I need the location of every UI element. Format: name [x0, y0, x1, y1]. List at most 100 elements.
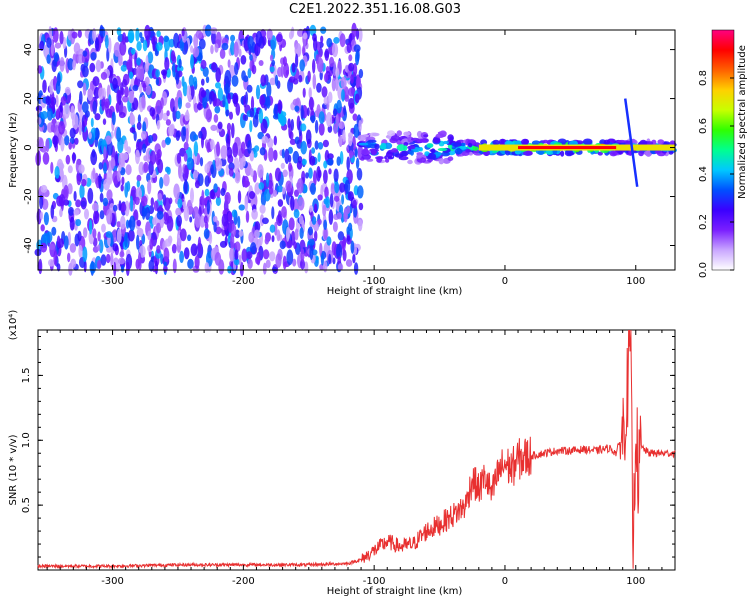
spectrogram-noise-cell: [204, 188, 210, 197]
spectrogram-tone-cell: [372, 132, 380, 137]
spectrogram-noise-cell: [77, 29, 82, 38]
spectrogram-noise-cell: [348, 54, 353, 62]
spectrogram-tone-cell: [465, 149, 471, 153]
spectrogram-noise-cell: [352, 254, 356, 264]
spectrogram-tone-cell: [416, 138, 427, 143]
spectrogram-noise-cell: [181, 28, 185, 37]
spectrogram-noise-cell: [266, 82, 272, 99]
spectrogram-noise-cell: [49, 81, 54, 95]
spectrogram-noise-cell: [316, 82, 322, 93]
spectrogram-noise-cell: [324, 149, 330, 163]
spectrogram-noise-cell: [228, 167, 234, 177]
spectrogram-noise-cell: [203, 228, 210, 240]
spectrogram-noise-cell: [348, 62, 355, 72]
spectrogram-noise-cell: [234, 258, 240, 266]
spectrogram-tone-cell: [370, 149, 378, 156]
spectrogram-noise-cell: [271, 235, 275, 243]
spectrogram-noise-cell: [183, 141, 189, 151]
spectrogram-noise-cell: [59, 57, 65, 72]
spectrogram-noise-cell: [127, 28, 135, 44]
spectrogram-noise-cell: [114, 261, 121, 272]
spectrogram-noise-cell: [104, 34, 109, 49]
spectrogram-noise-cell: [124, 200, 130, 217]
snr-x-tick-label: 0: [502, 576, 508, 587]
spectrogram-noise-cell: [190, 45, 194, 53]
spectrogram-noise-cell: [269, 186, 274, 195]
spectrogram-noise-cell: [193, 169, 199, 179]
spectrogram-noise-cell: [206, 199, 210, 215]
spectrogram-noise-cell: [254, 221, 261, 233]
spectrogram-noise-cell: [243, 75, 249, 83]
spectrogram-noise-cell: [343, 105, 347, 116]
spectrogram-noise-cell: [310, 115, 316, 122]
colorbar-tick-label: 0.0: [698, 262, 709, 278]
spectrogram-noise-cell: [327, 153, 334, 160]
spectrogram-noise-cell: [279, 240, 286, 250]
spectrogram-noise-cell: [268, 146, 274, 163]
spectrogram-noise-cell: [170, 50, 176, 62]
spectrogram-noise-cell: [299, 227, 304, 240]
spectrogram-noise-cell: [102, 197, 109, 207]
spectrogram-noise-cell: [136, 57, 142, 66]
spectrogram-noise-cell: [292, 150, 300, 164]
spectrogram-noise-cell: [64, 86, 71, 96]
spectrogram-tone-cell: [442, 140, 449, 145]
spectrogram-noise-cell: [233, 41, 239, 58]
spectrogram-noise-cell: [138, 65, 145, 81]
spectrogram-noise-cell: [190, 243, 198, 257]
spectrogram-noise-cell: [116, 228, 122, 244]
spectrogram-noise-cell: [175, 70, 180, 85]
spectrogram-noise-cell: [231, 122, 235, 139]
spectrogram-noise-cell: [134, 196, 140, 206]
spectrogram-noise-cell: [105, 253, 111, 264]
spectrogram-noise-cell: [112, 204, 118, 212]
snr-y-tick-label: 1.0: [21, 432, 32, 448]
spectrogram-noise-cell: [97, 231, 101, 242]
spectrogram-noise-cell: [291, 62, 296, 73]
spectrogram-noise-cell: [67, 165, 73, 174]
spectrogram-noise-cell: [358, 68, 364, 79]
spectrogram-noise-cell: [258, 60, 264, 66]
spectrogram-noise-cell: [333, 123, 338, 135]
spectrogram-noise-cell: [136, 234, 140, 250]
snr-y-axis-label: SNR (10 * v/v): [8, 434, 19, 505]
spectrogram-tone-cell: [385, 151, 393, 158]
spectrogram-tone-cell: [472, 145, 479, 151]
spectrogram-noise-cell: [73, 209, 80, 216]
spectrogram-noise-cell: [314, 230, 318, 242]
spectrogram-noise-cell: [215, 82, 221, 89]
spectrogram-noise-cell: [329, 193, 334, 208]
spectrogram-noise-cell: [136, 174, 142, 182]
spectrogram-noise-cell: [129, 215, 136, 232]
spectrogram-noise-cell: [182, 81, 188, 97]
spectrogram-noise-cell: [358, 119, 362, 133]
spectrogram-noise-cell: [204, 262, 210, 273]
spectrogram-noise-cell: [277, 99, 282, 115]
spectrogram-noise-cell: [132, 84, 139, 92]
spectrogram-noise-cell: [276, 185, 284, 193]
spectrogram-noise-cell: [288, 162, 293, 172]
spectrogram-noise-cell: [203, 215, 208, 224]
spectrogram-noise-cell: [50, 124, 55, 133]
spectrogram-noise-cell: [348, 87, 356, 97]
spectrogram-noise-cell: [52, 135, 59, 146]
spectrogram-noise-cell: [213, 114, 219, 123]
spectrogram-noise-cell: [150, 197, 154, 207]
spectrogram-noise-cell: [229, 247, 236, 262]
spectrogram-noise-cell: [118, 152, 126, 167]
spectrogram-noise-cell: [250, 96, 255, 112]
spectrogram-noise-cell: [234, 249, 239, 260]
spectrogram-noise-cell: [137, 252, 142, 267]
spectrogram-noise-cell: [42, 79, 47, 94]
spectrogram-noise-cell: [187, 234, 192, 242]
spectrogram-tone-cell: [531, 140, 541, 146]
spectrogram-noise-cell: [76, 175, 82, 186]
spectrogram-noise-cell: [155, 77, 160, 86]
spectrogram-noise-cell: [102, 118, 107, 125]
spectrogram-tone-cell: [361, 148, 369, 156]
spectrogram-noise-cell: [312, 59, 316, 74]
spectrogram-noise-cell: [337, 263, 344, 271]
colorbar-tick-label: 0.4: [698, 166, 709, 182]
spectrogram-tone-cell: [387, 156, 393, 160]
